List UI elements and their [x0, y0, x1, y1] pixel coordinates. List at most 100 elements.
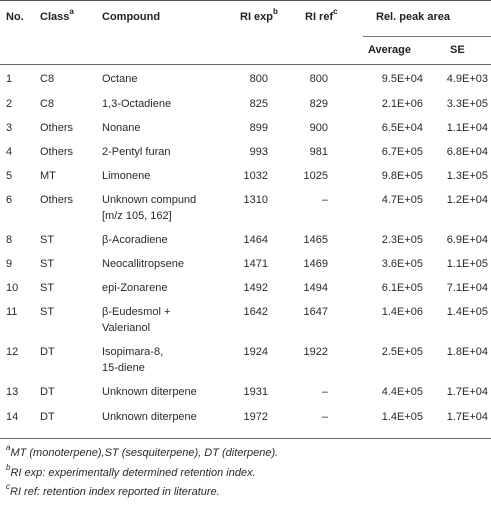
header-class: Classa	[40, 8, 74, 24]
cell-se: 1.1E+05	[446, 258, 488, 270]
cell-class: Others	[40, 146, 74, 158]
header-ri-ref: RI refc	[305, 8, 338, 24]
cell-class: Others	[40, 194, 74, 206]
cell-se: 1.3E+05	[446, 170, 488, 182]
cell-se: 6.9E+04	[446, 234, 488, 246]
footnote: bRI exp: experimentally determined reten…	[6, 464, 256, 480]
header-class-footnote-mark: a	[69, 7, 74, 17]
cell-no: 5	[6, 170, 13, 182]
cell-se: 1.2E+04	[446, 194, 488, 206]
cell-ri-exp: 899	[249, 122, 268, 134]
cell-ri-exp: 1924	[243, 346, 268, 358]
cell-ri-ref: 1025	[303, 170, 328, 182]
cell-ri-exp: 1464	[243, 234, 268, 246]
cell-compound: β-Acoradiene	[102, 234, 168, 246]
cell-no: 2	[6, 98, 13, 110]
cell-class: C8	[40, 73, 55, 85]
header-span-rule	[363, 36, 491, 37]
cell-average: 6.1E+05	[381, 282, 423, 294]
cell-ri-exp: 825	[249, 98, 268, 110]
cell-no: 10	[6, 282, 19, 294]
cell-compound: Isopimara-8,	[102, 346, 164, 358]
cell-class: C8	[40, 98, 55, 110]
footnote-mark: c	[6, 482, 10, 492]
cell-average: 6.7E+05	[381, 146, 423, 158]
cell-no: 4	[6, 146, 13, 158]
cell-compound: Octane	[102, 73, 138, 85]
header-compound: Compound	[102, 11, 161, 23]
header-average: Average	[368, 44, 412, 56]
header-rel-peak-area: Rel. peak area	[376, 11, 450, 23]
cell-average: 3.6E+05	[381, 258, 423, 270]
cell-compound: Unknown diterpene	[102, 411, 197, 423]
cell-no: 8	[6, 234, 13, 246]
cell-compound: Unknown compund	[102, 194, 197, 206]
cell-average: 6.5E+04	[381, 122, 423, 134]
header-no: No.	[6, 11, 24, 23]
cell-ri-exp: 1310	[243, 194, 268, 206]
cell-class: ST	[40, 258, 55, 270]
cell-se: 1.8E+04	[446, 346, 488, 358]
cell-average: 2.1E+06	[381, 98, 423, 110]
header-ri-exp: RI expb	[240, 8, 278, 24]
footnote-text: MT (monoterpene),ST (sesquiterpene), DT …	[10, 447, 279, 459]
cell-se: 1.7E+04	[446, 386, 488, 398]
cell-ri-ref: –	[321, 386, 328, 398]
footnote-text: RI exp: experimentally determined retent…	[10, 467, 256, 479]
cell-average: 9.8E+05	[381, 170, 423, 182]
cell-no: 3	[6, 122, 13, 134]
cell-average: 4.4E+05	[381, 386, 423, 398]
cell-ri-ref: 1922	[303, 346, 328, 358]
cell-ri-exp: 1471	[243, 258, 268, 270]
cell-compound: 1,3-Octadiene	[102, 98, 172, 110]
cell-se: 1.1E+04	[446, 122, 488, 134]
cell-ri-exp: 1032	[243, 170, 268, 182]
cell-se: 6.8E+04	[446, 146, 488, 158]
cell-class: ST	[40, 282, 55, 294]
header-ri-ref-footnote-mark: c	[333, 7, 338, 17]
footnote: aMT (monoterpene),ST (sesquiterpene), DT…	[6, 444, 279, 460]
header-class-label: Class	[40, 11, 70, 23]
cell-ri-exp: 800	[249, 73, 268, 85]
cell-ri-ref: 1647	[303, 306, 328, 318]
cell-no: 12	[6, 346, 19, 358]
cell-class: DT	[40, 346, 55, 358]
cell-ri-ref: 800	[309, 73, 328, 85]
cell-average: 2.5E+05	[381, 346, 423, 358]
cell-no: 9	[6, 258, 13, 270]
cell-ri-ref: 829	[309, 98, 328, 110]
cell-class: DT	[40, 411, 55, 423]
cell-compound-line-2: Valerianol	[102, 322, 151, 334]
cell-average: 9.5E+04	[381, 73, 423, 85]
cell-compound-line-2: 15-diene	[102, 362, 145, 374]
cell-compound: Nonane	[102, 122, 141, 134]
cell-ri-exp: 1492	[243, 282, 268, 294]
cell-ri-ref: 1469	[303, 258, 328, 270]
header-ri-exp-footnote-mark: b	[273, 7, 278, 17]
cell-class: ST	[40, 234, 55, 246]
cell-ri-exp: 1642	[243, 306, 268, 318]
cell-se: 7.1E+04	[446, 282, 488, 294]
cell-no: 1	[6, 73, 13, 85]
top-rule	[0, 0, 491, 1]
footnote: cRI ref: retention index reported in lit…	[6, 483, 220, 499]
cell-compound: β-Eudesmol +	[102, 306, 171, 318]
cell-ri-ref: 1494	[303, 282, 328, 294]
cell-ri-ref: 981	[309, 146, 328, 158]
header-ri-exp-label: RI exp	[240, 11, 274, 23]
cell-class: DT	[40, 386, 55, 398]
footnote-mark: a	[6, 443, 11, 453]
cell-average: 4.7E+05	[381, 194, 423, 206]
cell-se: 4.9E+03	[446, 73, 488, 85]
cell-compound: 2-Pentyl furan	[102, 146, 171, 158]
bottom-rule	[0, 438, 491, 439]
cell-se: 1.7E+04	[446, 411, 488, 423]
cell-ri-ref: 1465	[303, 234, 328, 246]
cell-ri-ref: –	[321, 411, 328, 423]
cell-se: 1.4E+05	[446, 306, 488, 318]
footnote-mark: b	[6, 463, 11, 473]
cell-compound: Limonene	[102, 170, 151, 182]
cell-ri-exp: 993	[249, 146, 268, 158]
cell-no: 6	[6, 194, 13, 206]
cell-no: 11	[6, 306, 18, 318]
